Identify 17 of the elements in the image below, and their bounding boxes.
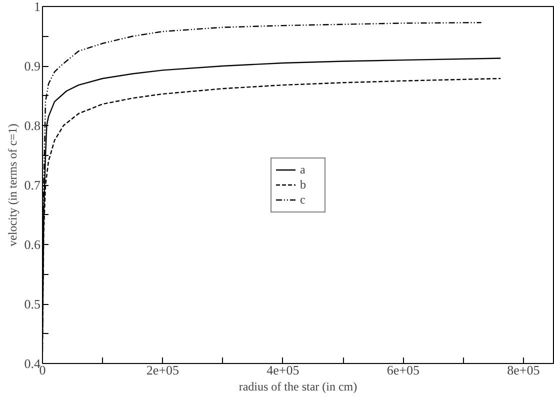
y-tick-label: 0.4 <box>24 356 41 371</box>
legend-label: a <box>300 162 306 177</box>
x-tick-label: 6e+05 <box>386 362 420 378</box>
x-tick-label: 2e+05 <box>146 362 180 378</box>
y-axis-title: velocity (in terms of c=1) <box>5 124 20 246</box>
y-tick-label: 0.6 <box>24 237 41 252</box>
x-tick-label: 0 <box>39 362 46 378</box>
x-tick-label: 4e+05 <box>266 362 300 378</box>
y-tick-label: 1 <box>34 0 40 14</box>
legend-label: c <box>300 192 306 207</box>
y-tick-label: 0.7 <box>24 178 41 192</box>
y-tick-label: 0.5 <box>24 296 40 312</box>
x-tick-label: 8e+05 <box>507 362 540 378</box>
x-axis-title: radius of the star (in cm) <box>238 380 358 394</box>
y-tick-label: 0.8 <box>24 118 40 133</box>
legend-label: b <box>300 177 307 192</box>
y-tick-label: 0.9 <box>24 58 40 74</box>
